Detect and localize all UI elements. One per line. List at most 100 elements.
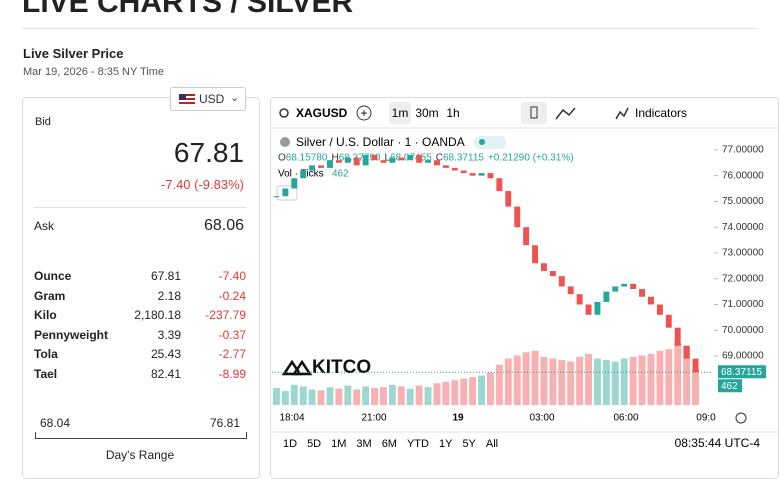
volume-bar: [344, 385, 352, 405]
candle: [451, 167, 458, 171]
y-tick-label: 77.00000: [722, 145, 764, 156]
ask: 68.06: [203, 217, 244, 234]
volume-bar: [567, 361, 575, 405]
volume-bar: [371, 387, 378, 405]
volume-bar: [380, 387, 387, 405]
caret: ⌄: [230, 92, 240, 104]
volume-bar: [683, 346, 691, 405]
interval[interactable]: 1m: [392, 106, 409, 120]
candle: [469, 173, 476, 176]
range-button[interactable]: 5Y: [462, 438, 476, 450]
candle: [425, 160, 431, 163]
chart-type-active[interactable]: [521, 102, 547, 124]
volume-value: 462: [332, 169, 349, 180]
indicators-icon: [615, 107, 629, 120]
volume-bar: [647, 353, 655, 405]
y-tick-label: 69.00000: [722, 351, 764, 362]
logo: [281, 359, 303, 376]
range-button[interactable]: 5D: [307, 438, 321, 450]
candle: [496, 178, 503, 192]
volume-bar: [611, 361, 619, 405]
ohlc-item: H: [332, 153, 339, 164]
range-button[interactable]: All: [486, 438, 498, 450]
volume-bar: [585, 353, 592, 405]
volume-bar: [353, 389, 361, 405]
volume-bar: [451, 380, 459, 405]
candle: [505, 191, 512, 207]
candle: [532, 245, 538, 264]
range-button[interactable]: 3M: [356, 438, 371, 450]
candle: [674, 327, 681, 346]
candle: [612, 286, 619, 292]
bid: 67.81: [173, 137, 244, 168]
candle: [514, 206, 521, 228]
indicators[interactable]: Indicators: [635, 106, 687, 120]
interval[interactable]: 30m: [415, 106, 438, 120]
volume-bar: [299, 386, 307, 405]
change: -7.40 (-9.83%): [160, 177, 244, 192]
range-button[interactable]: 1M: [331, 438, 346, 450]
candle: [656, 304, 663, 315]
ohlc-item: 68.37115: [443, 153, 484, 164]
candle: [380, 160, 387, 163]
volume-bar: [478, 375, 485, 405]
symbol[interactable]: XAGUSD: [296, 106, 348, 120]
x-tick-label: 21:00: [361, 413, 386, 424]
area-icon[interactable]: [555, 107, 576, 120]
range-low: 68.04: [40, 416, 71, 430]
candle: [291, 178, 298, 189]
unit-change: -0.24: [218, 288, 246, 303]
range-button[interactable]: 1D: [283, 438, 297, 450]
candle: [683, 345, 690, 359]
volume-bar: [317, 390, 325, 405]
unit-name: Kilo: [34, 308, 57, 323]
candle: [460, 170, 467, 174]
candle: [442, 165, 449, 168]
volume-bar: [540, 356, 548, 405]
volume-bar: [504, 358, 512, 405]
y-tick-label: 76.00000: [722, 170, 764, 181]
interval[interactable]: 1h: [446, 106, 459, 120]
x-tick-label: 03:00: [529, 413, 554, 424]
volume-bar: [326, 387, 334, 405]
unit-name: Ounce: [34, 269, 72, 283]
volume-bar: [531, 350, 539, 405]
candle: [309, 165, 316, 171]
candle-icon: [530, 106, 538, 119]
candle: [648, 296, 654, 305]
candle: [371, 155, 378, 161]
candle: [630, 283, 637, 290]
unit-name: Pennyweight: [34, 327, 109, 342]
currency-select[interactable]: USD ⌄: [170, 87, 246, 111]
volume-bar: [522, 352, 530, 405]
volume-bar: [397, 386, 405, 405]
y-tick-label: 73.00000: [722, 248, 764, 259]
settings-icon[interactable]: [735, 412, 747, 424]
candle: [594, 301, 601, 315]
volume-bar: [388, 384, 396, 405]
unit-change: -7.40: [218, 269, 246, 283]
watermark: KITCO: [281, 357, 371, 378]
candle: [273, 196, 280, 198]
range-button[interactable]: 6M: [382, 438, 397, 450]
range-bar: [35, 432, 247, 439]
logo: [291, 359, 313, 376]
range-button[interactable]: YTD: [407, 438, 429, 450]
unit-price: 67.81: [150, 269, 181, 283]
volume-bar: [602, 360, 610, 405]
search-icon: [279, 108, 289, 118]
compare-icon[interactable]: [356, 105, 372, 121]
candle: [523, 227, 530, 246]
ohlc-item: C: [436, 153, 443, 164]
divider: [22, 28, 758, 29]
volume-bar: [656, 350, 664, 405]
candle: [603, 291, 610, 302]
candle: [282, 188, 289, 197]
ohlc-item: O: [278, 153, 286, 164]
candle: [478, 173, 485, 176]
range-button[interactable]: 1Y: [439, 438, 453, 450]
volume-bar: [629, 356, 637, 405]
y-tick-label: 72.00000: [722, 273, 764, 284]
range-high: 76.81: [209, 416, 240, 430]
